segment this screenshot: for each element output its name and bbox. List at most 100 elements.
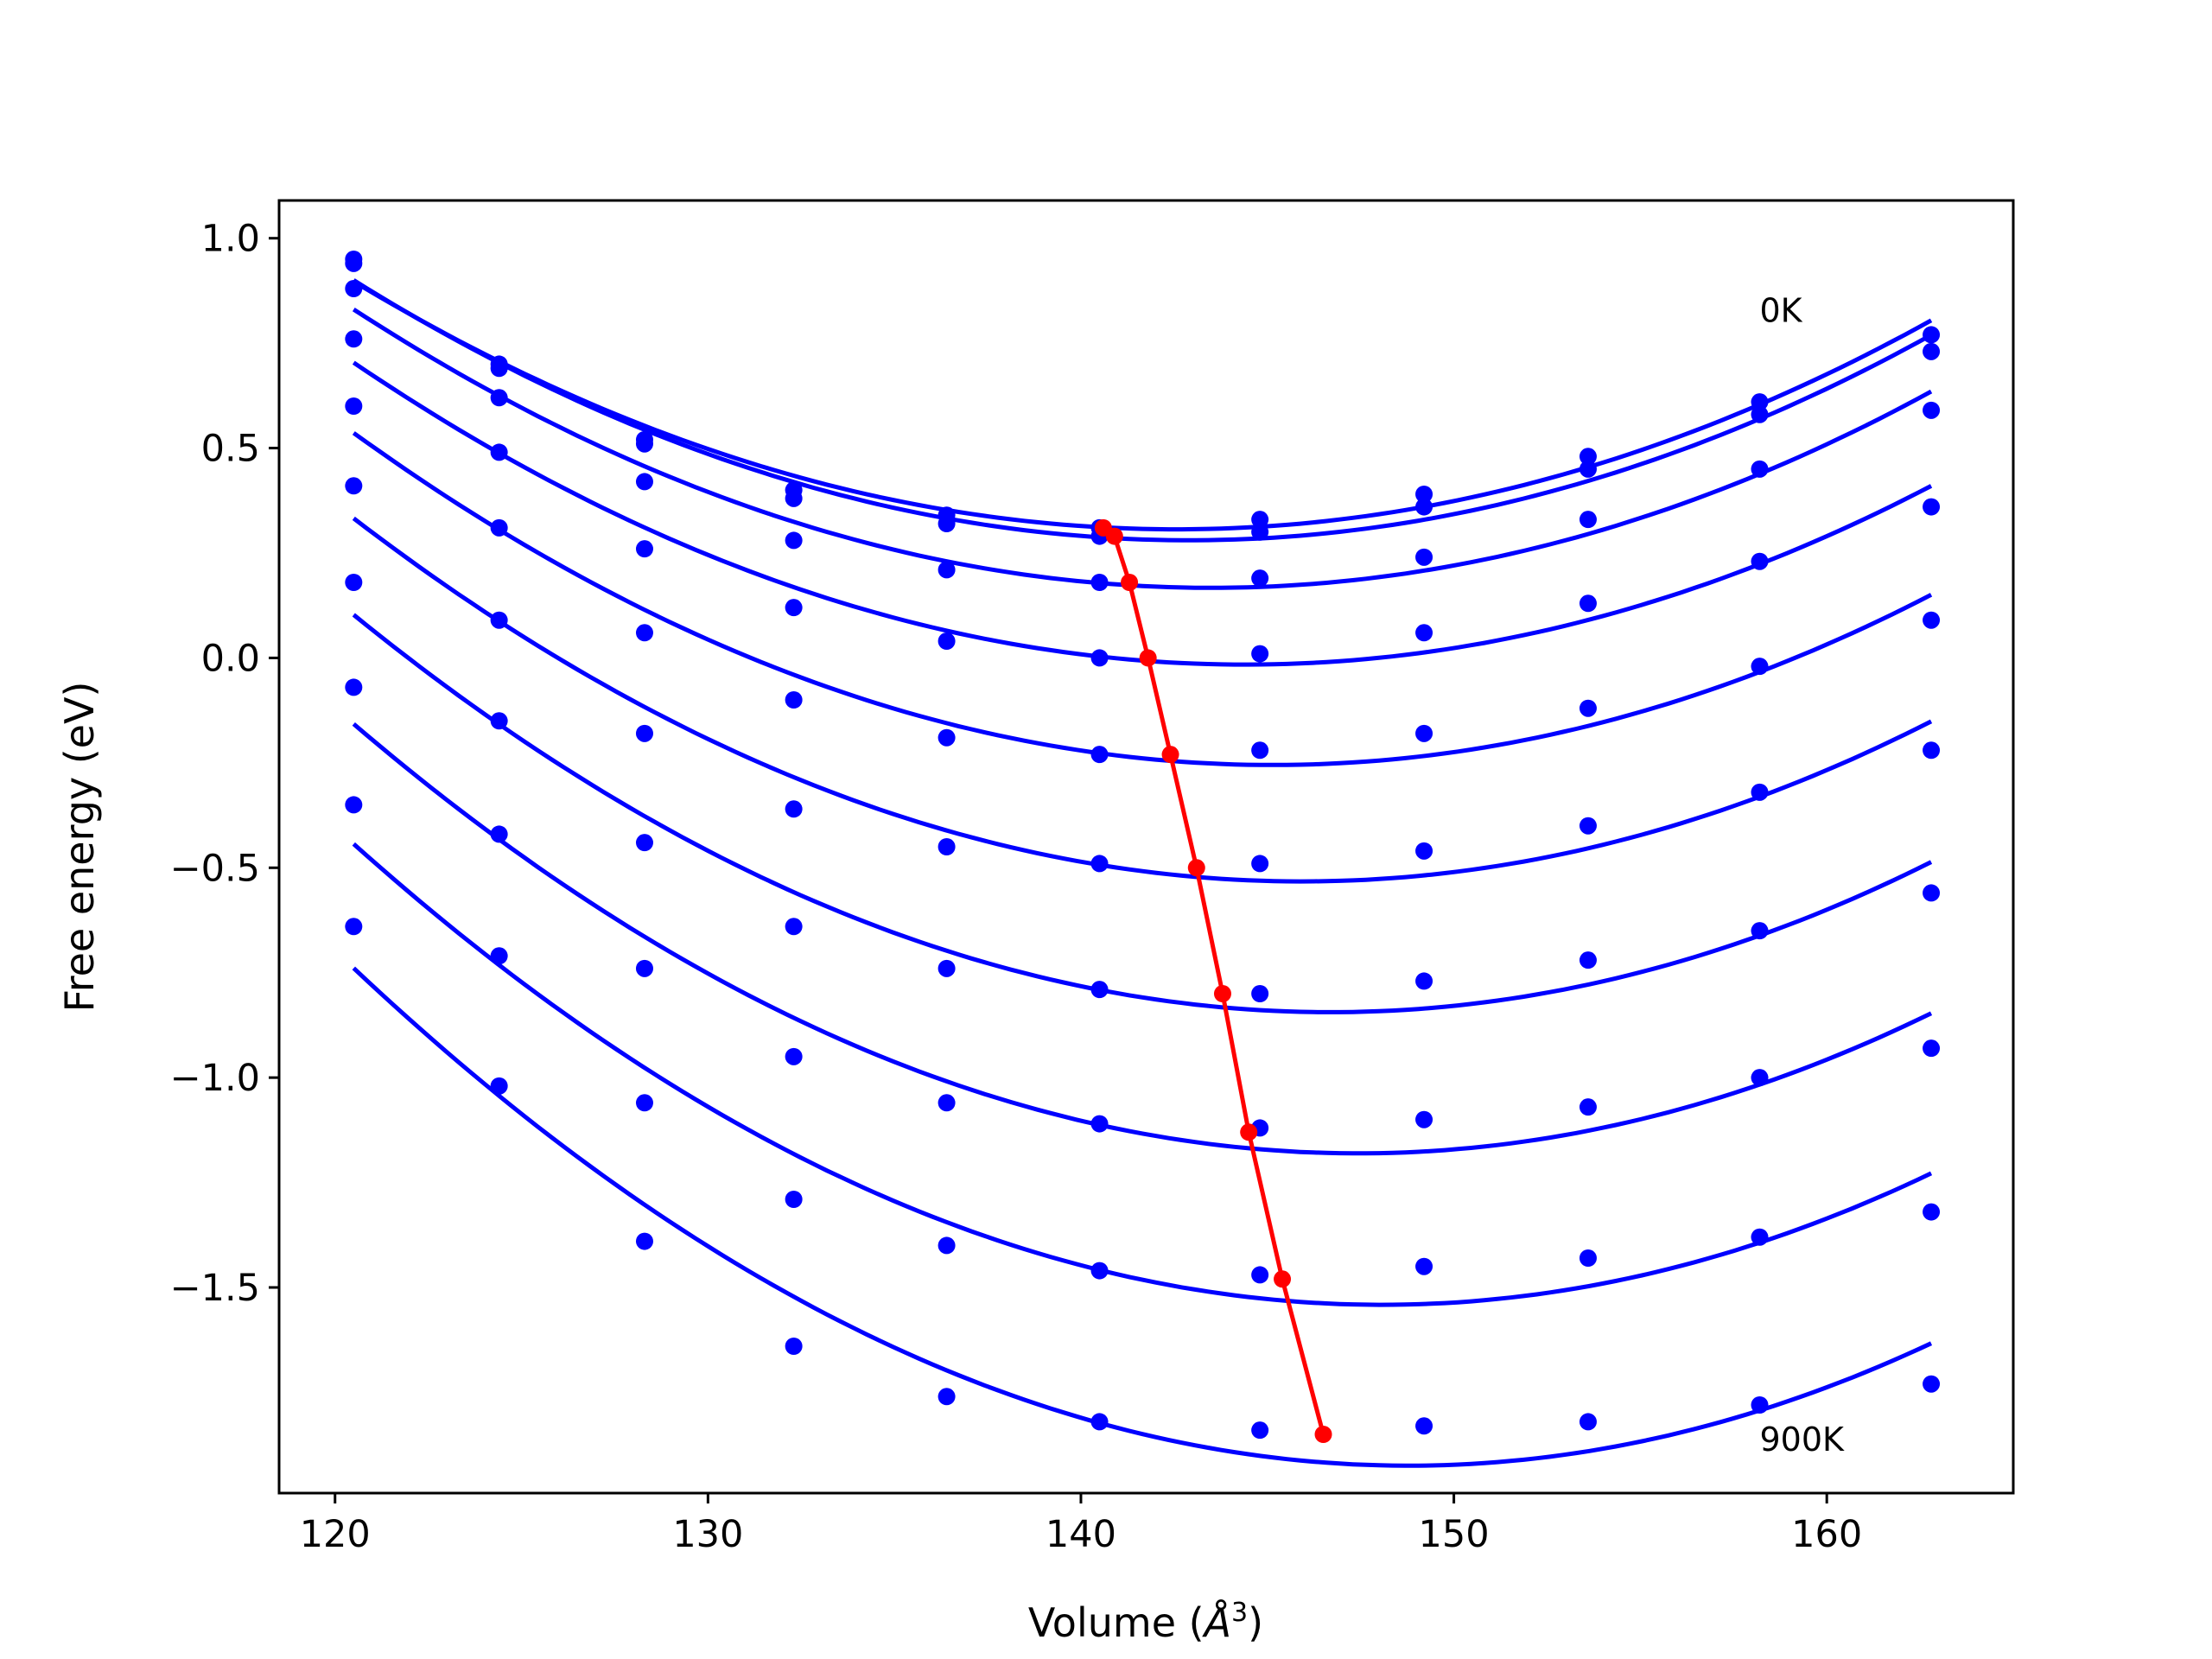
data-point-6-5 — [938, 838, 956, 855]
data-point-6-8 — [1415, 842, 1433, 860]
data-point-9-8 — [1415, 1257, 1433, 1275]
data-point-9-3 — [635, 1094, 653, 1112]
data-point-7-9 — [1579, 951, 1597, 969]
minimum-point-3 — [1121, 574, 1139, 591]
data-point-8-6 — [1090, 1115, 1109, 1133]
data-point-1-7 — [1251, 511, 1269, 529]
data-point-4-3 — [635, 540, 653, 558]
data-point-4-8 — [1415, 624, 1433, 642]
data-point-4-11 — [1923, 498, 1941, 516]
minimum-line — [1102, 525, 1325, 1435]
data-point-10-6 — [1090, 1413, 1109, 1431]
annotations: 0K 900K — [1760, 291, 1846, 1459]
minimum-point-2 — [1105, 527, 1123, 545]
x-axis-title-close: ) — [1248, 1599, 1263, 1646]
data-point-4-1 — [345, 330, 363, 348]
data-point-8-1 — [345, 678, 363, 696]
data-point-2-9 — [1579, 460, 1597, 478]
minimum-point-8 — [1240, 1123, 1258, 1141]
annotation-1: 0K — [1760, 291, 1803, 329]
data-point-5-2 — [490, 518, 508, 537]
data-point-1-8 — [1415, 486, 1433, 503]
data-point-10-1 — [345, 918, 363, 936]
data-point-6-9 — [1579, 817, 1597, 835]
data-point-2-7 — [1251, 523, 1269, 541]
data-point-8-3 — [635, 959, 653, 977]
data-point-9-7 — [1251, 1266, 1269, 1284]
data-point-2-5 — [938, 515, 956, 532]
data-point-5-6 — [1090, 746, 1109, 764]
data-point-7-6 — [1090, 981, 1109, 999]
data-point-8-2 — [490, 825, 508, 843]
data-point-2-4 — [785, 489, 803, 507]
data-point-7-7 — [1251, 985, 1269, 1002]
data-point-7-1 — [345, 574, 363, 591]
data-point-9-6 — [1090, 1262, 1109, 1280]
data-point-3-2 — [490, 389, 508, 407]
data-point-9-5 — [938, 1236, 956, 1255]
data-point-7-8 — [1415, 972, 1433, 990]
data-point-6-11 — [1923, 741, 1941, 760]
data-point-9-10 — [1751, 1228, 1769, 1246]
minimum-point-5 — [1161, 746, 1179, 764]
curve-2 — [352, 278, 1933, 543]
y-axis-title: Free energy (eV) — [56, 682, 103, 1013]
data-point-10-7 — [1251, 1421, 1269, 1440]
x-axis-title-exponent: 3 — [1231, 1598, 1248, 1628]
data-point-2-2 — [490, 359, 508, 378]
data-point-10-10 — [1751, 1396, 1769, 1414]
data-point-9-9 — [1579, 1249, 1597, 1267]
data-point-4-2 — [490, 443, 508, 461]
data-point-3-6 — [1090, 574, 1109, 591]
data-point-3-10 — [1751, 460, 1769, 478]
x-tick-label-5: 160 — [1791, 1513, 1862, 1556]
data-point-2-10 — [1751, 405, 1769, 423]
data-point-9-2 — [490, 947, 508, 965]
y-tick-label-3: 0.0 — [201, 637, 260, 680]
data-point-6-1 — [345, 477, 363, 495]
data-point-8-5 — [938, 1094, 956, 1112]
data-point-9-1 — [345, 796, 363, 814]
y-axis-ticks: 1.0 0.5 0.0 −0.5 −1.0 −1.5 — [170, 218, 279, 1310]
curve-10 — [352, 966, 1933, 1468]
curve-9 — [352, 842, 1933, 1307]
minimum-path — [1094, 518, 1332, 1443]
data-point-5-11 — [1923, 611, 1941, 629]
x-axis-ticks: 120 130 140 150 160 — [300, 1493, 1862, 1556]
data-point-5-9 — [1579, 699, 1597, 717]
data-point-5-10 — [1751, 658, 1769, 676]
x-tick-label-3: 140 — [1046, 1513, 1116, 1556]
data-points — [345, 251, 1941, 1440]
data-point-8-11 — [1923, 1039, 1941, 1058]
data-point-4-7 — [1251, 645, 1269, 663]
data-point-10-8 — [1415, 1417, 1433, 1435]
data-point-8-8 — [1415, 1110, 1433, 1128]
data-point-3-7 — [1251, 569, 1269, 588]
plot-frame — [277, 199, 2015, 1495]
minimum-point-10 — [1314, 1426, 1332, 1443]
curve-1 — [353, 279, 1933, 532]
y-tick-label-5: −1.0 — [170, 1057, 260, 1100]
data-point-7-3 — [635, 834, 653, 852]
data-point-1-9 — [1579, 448, 1597, 466]
y-tick-label-1: 1.0 — [201, 218, 260, 261]
data-point-10-9 — [1579, 1413, 1597, 1431]
data-point-6-6 — [1090, 855, 1109, 873]
data-point-3-8 — [1415, 548, 1433, 566]
minimum-point-9 — [1274, 1270, 1292, 1288]
data-point-3-3 — [635, 473, 653, 491]
x-axis-title-text: Volume ( — [1028, 1599, 1205, 1646]
data-point-5-8 — [1415, 724, 1433, 742]
curve-8 — [352, 721, 1933, 1156]
data-point-1-11 — [1923, 326, 1941, 344]
y-tick-label-6: −1.5 — [170, 1267, 260, 1310]
data-point-3-1 — [345, 280, 363, 297]
data-point-7-10 — [1751, 922, 1769, 940]
data-point-9-4 — [785, 1191, 803, 1208]
data-point-4-10 — [1751, 552, 1769, 570]
data-point-10-11 — [1923, 1375, 1941, 1393]
data-point-6-10 — [1751, 783, 1769, 801]
data-point-3-9 — [1579, 511, 1597, 529]
